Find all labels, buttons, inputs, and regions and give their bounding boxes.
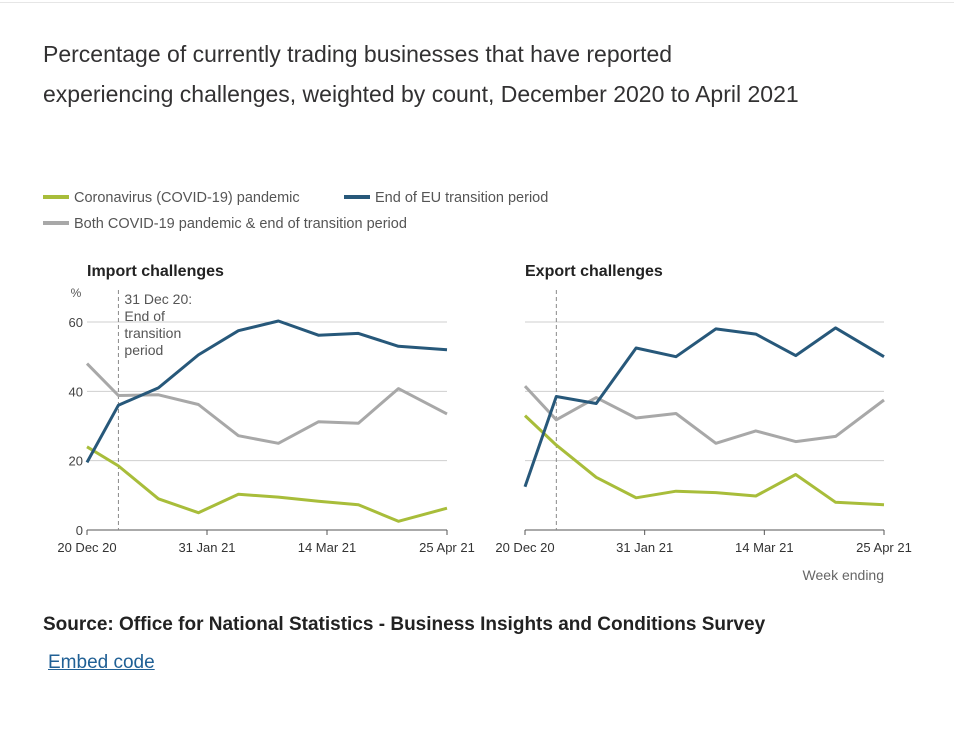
export-series-line-eu	[523, 326, 885, 488]
top-divider	[0, 2, 954, 3]
legend-item-both: Both COVID-19 pandemic & end of transiti…	[43, 216, 407, 232]
import-xtick-label-0: 20 Dec 20	[57, 540, 116, 555]
export-series-line-both	[523, 385, 885, 445]
legend-label-both: Both COVID-19 pandemic & end of transiti…	[74, 216, 407, 232]
chart-title: Percentage of currently trading business…	[43, 41, 799, 107]
charts-area: Import challenges 0 20 40 60% 20 Dec 20 31 Jan…	[57, 263, 912, 583]
import-annotation-line-0: 31 Dec 20:	[124, 291, 192, 307]
import-panel-title: Import challenges	[87, 263, 224, 280]
source-note: Source: Office for National Statistics -…	[43, 614, 766, 635]
import-annotation-line-2: transition	[124, 325, 181, 341]
legend-label-eu: End of EU transition period	[375, 190, 549, 206]
import-xtick-label-1: 31 Jan 21	[178, 540, 235, 555]
import-ytick-label-20: 20	[69, 454, 83, 469]
import-series-line-both	[85, 362, 448, 445]
import-series-line-eu	[85, 319, 448, 464]
legend-swatch-both	[43, 221, 69, 226]
legend-swatch-covid	[43, 195, 69, 200]
import-ytick-label-0: 0	[76, 523, 83, 538]
import-annotation-line-3: period	[124, 342, 163, 358]
import-ytick-label-60: 60	[69, 315, 83, 330]
legend-label-covid: Coronavirus (COVID-19) pandemic	[74, 190, 300, 206]
import-annotation-line-1: End of	[124, 308, 165, 324]
import-xtick-label-3: 25 Apr 21	[419, 540, 475, 555]
import-y-unit-label: %	[71, 286, 82, 300]
embed-code-link[interactable]: Embed code	[48, 652, 155, 673]
export-xtick-label-1: 31 Jan 21	[616, 540, 673, 555]
export-xtick-label-3: 25 Apr 21	[856, 540, 912, 555]
legend-item-covid: Coronavirus (COVID-19) pandemic	[43, 190, 300, 206]
import-series-line-covid	[86, 445, 448, 523]
export-xtick-label-0: 20 Dec 20	[495, 540, 554, 555]
import-xtick-label-2: 14 Mar 21	[298, 540, 357, 555]
legend-item-eu: End of EU transition period	[344, 190, 548, 206]
legend-swatch-eu	[344, 195, 370, 200]
export-xtick-label-2: 14 Mar 21	[735, 540, 794, 555]
import-ytick-label-40: 40	[69, 384, 83, 399]
export-panel-title: Export challenges	[525, 263, 663, 280]
export-x-axis-label: Week ending	[803, 567, 884, 583]
export-series-line-covid	[523, 414, 885, 507]
